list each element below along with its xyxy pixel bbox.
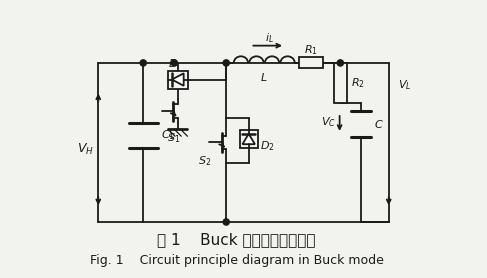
Text: $C_1$: $C_1$: [161, 129, 175, 142]
Text: $D_2$: $D_2$: [261, 139, 275, 153]
Circle shape: [171, 60, 177, 66]
Text: $V_H$: $V_H$: [76, 142, 94, 157]
Text: $R_2$: $R_2$: [351, 76, 365, 90]
Polygon shape: [243, 134, 255, 144]
Bar: [240, 130, 258, 148]
Circle shape: [337, 60, 343, 66]
Circle shape: [223, 219, 229, 225]
Text: $i_L$: $i_L$: [265, 31, 274, 45]
Text: $V_L$: $V_L$: [398, 78, 412, 92]
Bar: [299, 57, 323, 68]
Text: Fig. 1    Circuit principle diagram in Buck mode: Fig. 1 Circuit principle diagram in Buck…: [90, 254, 384, 267]
Bar: [168, 71, 188, 88]
Circle shape: [223, 60, 229, 66]
Polygon shape: [172, 73, 184, 86]
Text: $C$: $C$: [374, 118, 384, 130]
Circle shape: [140, 60, 146, 66]
Text: $S_1$: $S_1$: [167, 131, 180, 145]
Text: $R_1$: $R_1$: [304, 43, 318, 57]
Text: $L$: $L$: [261, 71, 268, 83]
Text: $D$: $D$: [169, 57, 179, 69]
Text: $V_C$: $V_C$: [321, 115, 336, 129]
Text: 图 1    Buck 模式下电路原理图: 图 1 Buck 模式下电路原理图: [157, 232, 316, 247]
Text: $S_2$: $S_2$: [198, 155, 211, 168]
Bar: [334, 63, 347, 103]
